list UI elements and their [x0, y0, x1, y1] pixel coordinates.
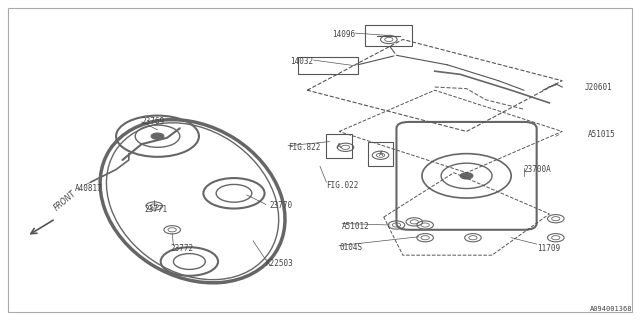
- Text: 14096: 14096: [332, 30, 355, 39]
- Text: 23770: 23770: [269, 202, 292, 211]
- Text: FIG.022: FIG.022: [326, 181, 359, 190]
- Text: 0104S: 0104S: [339, 243, 362, 252]
- Text: K22503: K22503: [266, 259, 294, 268]
- Circle shape: [151, 133, 164, 140]
- Text: A51015: A51015: [588, 130, 616, 139]
- Text: 23700A: 23700A: [524, 165, 552, 174]
- Text: 23772: 23772: [170, 244, 193, 253]
- Text: 11709: 11709: [537, 244, 560, 253]
- Text: J20601: J20601: [584, 83, 612, 92]
- Text: FIG.822: FIG.822: [288, 143, 321, 152]
- Text: 23771: 23771: [145, 205, 168, 214]
- Text: A40817: A40817: [75, 184, 102, 193]
- Text: 23769: 23769: [141, 117, 164, 126]
- Text: 14032: 14032: [291, 57, 314, 66]
- Text: FRONT: FRONT: [52, 189, 78, 212]
- Circle shape: [460, 173, 473, 179]
- Text: A094001368: A094001368: [589, 306, 632, 312]
- Text: A: A: [337, 143, 341, 149]
- Text: A: A: [378, 151, 383, 157]
- Text: A51012: A51012: [342, 222, 370, 231]
